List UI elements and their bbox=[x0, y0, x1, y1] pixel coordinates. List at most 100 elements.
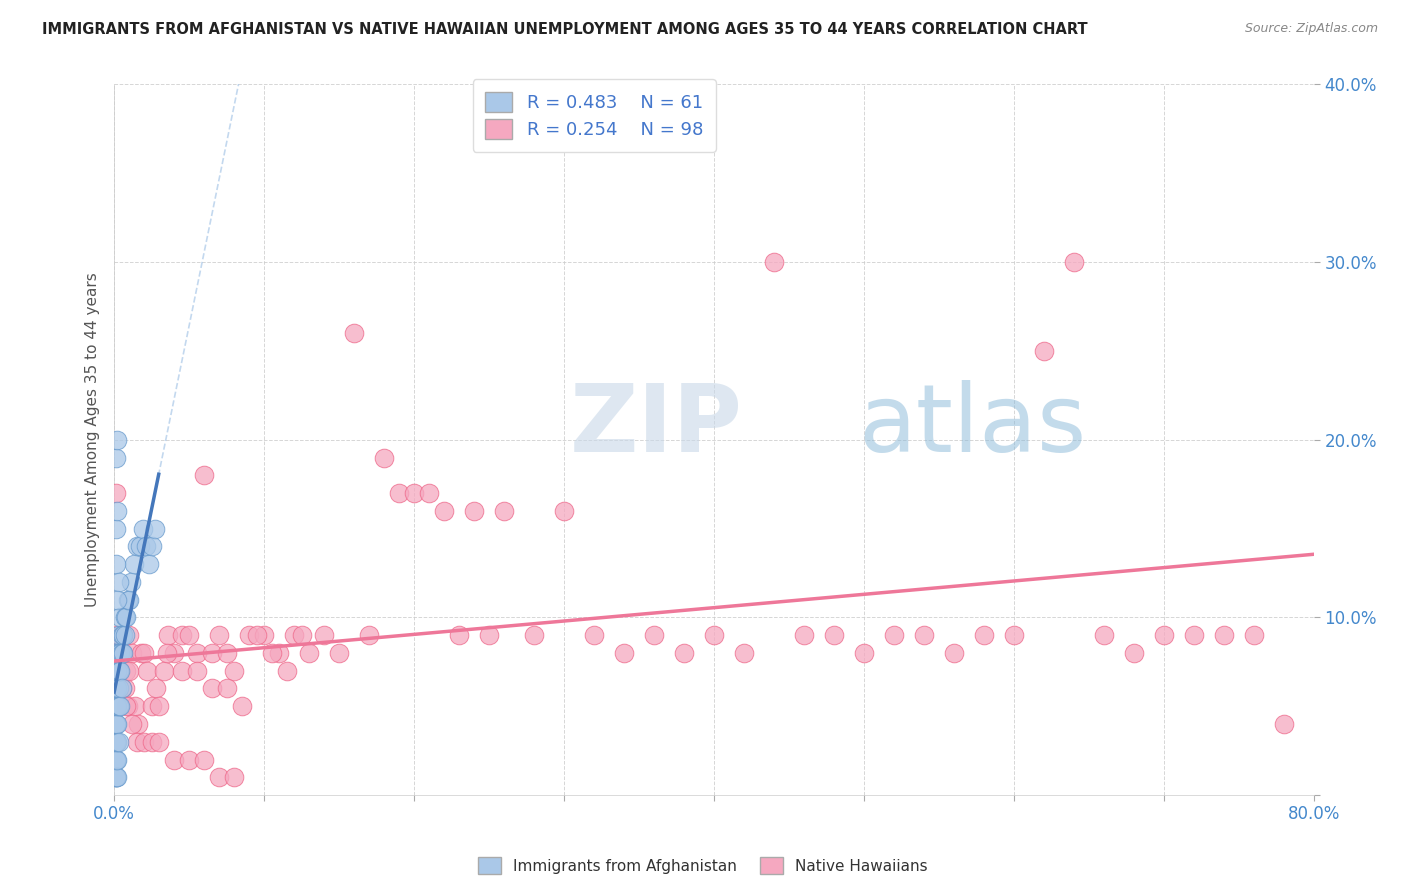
Point bbox=[104, 735, 127, 749]
Point bbox=[105, 717, 128, 731]
Point bbox=[122, 557, 145, 571]
Point bbox=[208, 628, 231, 642]
Point bbox=[107, 664, 129, 678]
Point bbox=[105, 646, 128, 660]
Point bbox=[117, 699, 139, 714]
Point bbox=[298, 646, 321, 660]
Point bbox=[404, 486, 426, 500]
Point bbox=[157, 628, 180, 642]
Point bbox=[104, 717, 127, 731]
Point bbox=[703, 628, 725, 642]
Point bbox=[104, 735, 127, 749]
Point bbox=[208, 770, 231, 784]
Point bbox=[314, 628, 336, 642]
Point bbox=[107, 735, 129, 749]
Point bbox=[104, 752, 127, 766]
Point bbox=[215, 681, 238, 696]
Point bbox=[643, 628, 665, 642]
Point bbox=[1182, 628, 1205, 642]
Point bbox=[104, 770, 127, 784]
Point bbox=[224, 664, 246, 678]
Point bbox=[121, 717, 143, 731]
Legend: R = 0.483    N = 61, R = 0.254    N = 98: R = 0.483 N = 61, R = 0.254 N = 98 bbox=[472, 79, 716, 152]
Point bbox=[793, 628, 815, 642]
Point bbox=[145, 681, 167, 696]
Point bbox=[105, 592, 128, 607]
Point bbox=[105, 735, 128, 749]
Text: ZIP: ZIP bbox=[569, 379, 742, 472]
Point bbox=[215, 646, 238, 660]
Point bbox=[111, 628, 134, 642]
Point bbox=[104, 752, 127, 766]
Y-axis label: Unemployment Among Ages 35 to 44 years: Unemployment Among Ages 35 to 44 years bbox=[86, 272, 100, 607]
Text: atlas: atlas bbox=[858, 379, 1087, 472]
Point bbox=[134, 646, 156, 660]
Point bbox=[143, 522, 166, 536]
Point bbox=[1243, 628, 1265, 642]
Point bbox=[104, 699, 127, 714]
Point bbox=[1272, 717, 1295, 731]
Point bbox=[111, 646, 134, 660]
Point bbox=[170, 628, 193, 642]
Point bbox=[105, 504, 128, 518]
Point bbox=[131, 522, 153, 536]
Point bbox=[418, 486, 440, 500]
Point bbox=[118, 592, 141, 607]
Point bbox=[193, 752, 215, 766]
Point bbox=[105, 664, 128, 678]
Point bbox=[328, 646, 350, 660]
Point bbox=[1063, 255, 1085, 269]
Point bbox=[108, 699, 131, 714]
Point bbox=[128, 539, 150, 553]
Point bbox=[127, 717, 149, 731]
Point bbox=[104, 770, 127, 784]
Point bbox=[129, 646, 152, 660]
Point bbox=[733, 646, 755, 660]
Point bbox=[141, 699, 163, 714]
Point bbox=[973, 628, 995, 642]
Point bbox=[343, 326, 366, 340]
Point bbox=[613, 646, 636, 660]
Point bbox=[388, 486, 411, 500]
Point bbox=[912, 628, 935, 642]
Point bbox=[120, 574, 142, 589]
Point bbox=[112, 628, 135, 642]
Point bbox=[117, 592, 139, 607]
Point bbox=[170, 664, 193, 678]
Point bbox=[118, 664, 141, 678]
Point bbox=[1153, 628, 1175, 642]
Point bbox=[201, 681, 224, 696]
Point bbox=[1213, 628, 1236, 642]
Point bbox=[111, 681, 134, 696]
Point bbox=[115, 664, 138, 678]
Point bbox=[105, 433, 128, 447]
Point bbox=[152, 664, 174, 678]
Point bbox=[115, 610, 138, 624]
Point bbox=[105, 681, 128, 696]
Point bbox=[104, 770, 127, 784]
Point bbox=[1092, 628, 1115, 642]
Point bbox=[111, 681, 134, 696]
Point bbox=[186, 646, 208, 660]
Point bbox=[121, 646, 143, 660]
Point bbox=[104, 735, 127, 749]
Point bbox=[359, 628, 381, 642]
Point bbox=[114, 610, 136, 624]
Point bbox=[201, 646, 224, 660]
Point bbox=[193, 468, 215, 483]
Point bbox=[138, 557, 160, 571]
Point bbox=[883, 628, 905, 642]
Point bbox=[105, 664, 128, 678]
Point bbox=[105, 770, 128, 784]
Point bbox=[373, 450, 395, 465]
Point bbox=[107, 681, 129, 696]
Point bbox=[108, 610, 131, 624]
Legend: Immigrants from Afghanistan, Native Hawaiians: Immigrants from Afghanistan, Native Hawa… bbox=[472, 851, 934, 880]
Point bbox=[553, 504, 575, 518]
Point bbox=[134, 735, 156, 749]
Point bbox=[107, 628, 129, 642]
Point bbox=[1123, 646, 1146, 660]
Point bbox=[104, 486, 127, 500]
Point bbox=[105, 628, 128, 642]
Point bbox=[107, 646, 129, 660]
